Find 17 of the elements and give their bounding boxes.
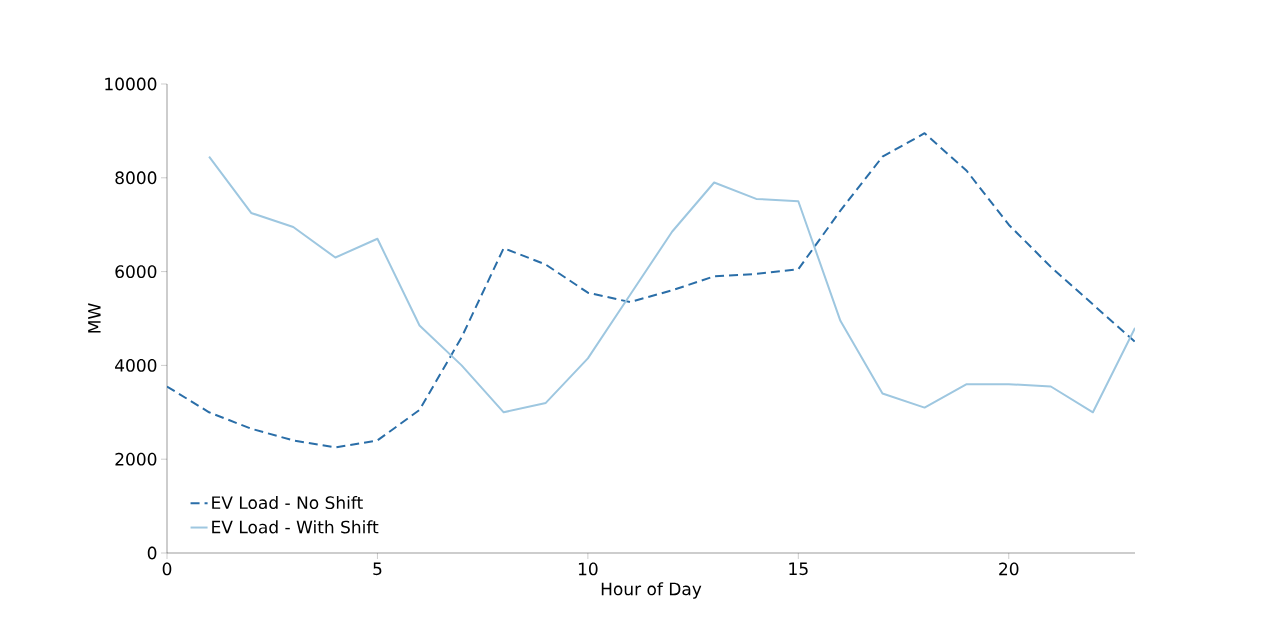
x-tick-label: 20 bbox=[999, 562, 1019, 576]
y-tick-label: 8000 bbox=[115, 171, 157, 185]
y-tick-label: 10000 bbox=[105, 77, 157, 91]
x-tick-label: 5 bbox=[373, 562, 382, 576]
legend-label: EV Load - With Shift bbox=[212, 520, 379, 534]
x-tick-label: 15 bbox=[789, 562, 808, 576]
legend-label: EV Load - No Shift bbox=[212, 495, 363, 510]
y-tick-label: 2000 bbox=[115, 452, 157, 466]
line-series bbox=[208, 155, 1136, 414]
x-tick-label: 0 bbox=[162, 562, 172, 576]
y-tick-label: 4000 bbox=[115, 358, 157, 372]
x-tick-label: 10 bbox=[578, 562, 598, 576]
x-axis-title: Hour of Day bbox=[601, 582, 702, 599]
y-axis-title: MW bbox=[88, 303, 101, 333]
line-series bbox=[167, 132, 1136, 449]
y-tick-label: 0 bbox=[147, 546, 157, 560]
y-tick-label: 6000 bbox=[115, 265, 157, 279]
